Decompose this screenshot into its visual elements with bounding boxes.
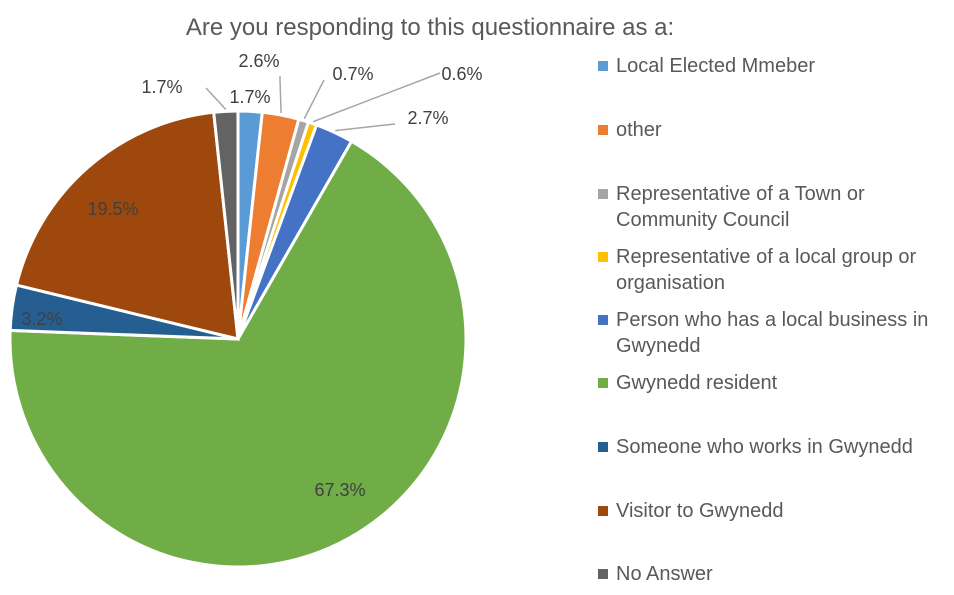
slice-label-6: 67.3% (314, 480, 365, 500)
slice-label-4: 0.6% (441, 64, 482, 84)
slice-label-5: 2.7% (407, 108, 448, 128)
leader-line-4 (312, 72, 441, 123)
legend-item: Representative of a Town or Community Co… (598, 181, 952, 233)
legend-swatch (598, 569, 608, 579)
legend-swatch (598, 315, 608, 325)
legend-item: Visitor to Gwynedd (598, 498, 952, 524)
legend-swatch (598, 442, 608, 452)
legend-item: Representative of a local group or organ… (598, 244, 952, 296)
leader-line-3 (303, 79, 325, 120)
slice-label-1: 1.7% (229, 87, 270, 107)
pie-slice-6 (8, 139, 468, 569)
pie-chart: 1.7% 2.6% 0.7% 0.6% 2.7% 67.3% 3.2% 19.5% 1.7% (8, 51, 483, 569)
legend-swatch (598, 378, 608, 388)
legend-label: Gwynedd resident (616, 372, 778, 394)
slice-label-8: 19.5% (87, 199, 138, 219)
legend-item: Person who has a local business in Gwyne… (598, 307, 952, 359)
slice-label-3: 0.7% (332, 64, 373, 84)
legend-label: Representative of a local group or organ… (616, 246, 917, 294)
leader-line-5 (335, 123, 396, 132)
leader-line-9 (205, 87, 227, 110)
legend-swatch (598, 189, 608, 199)
pie-slice-8 (14, 110, 240, 341)
slice-label-9: 1.7% (141, 77, 182, 97)
legend-swatch (598, 125, 608, 135)
slice-label-7: 3.2% (21, 309, 62, 329)
leader-line-2 (279, 76, 282, 114)
slice-label-2: 2.6% (238, 51, 279, 71)
legend-item: Local Elected Mmeber (598, 53, 952, 79)
legend-swatch (598, 252, 608, 262)
legend-swatch (598, 506, 608, 516)
legend-item: Gwynedd resident (598, 370, 952, 396)
pie-slice-9 (212, 109, 240, 340)
legend-item: Someone who works in Gwynedd (598, 434, 952, 460)
legend-swatch (598, 61, 608, 71)
chart-title: Are you responding to this questionnaire… (185, 14, 675, 41)
legend-label: No Answer (616, 563, 713, 585)
legend-item: No Answer (598, 561, 952, 587)
legend-label: Person who has a local business in Gwyne… (616, 309, 929, 357)
legend-label: Visitor to Gwynedd (616, 500, 784, 522)
legend-label: Someone who works in Gwynedd (616, 436, 913, 458)
legend-label: other (616, 119, 662, 141)
legend-label: Local Elected Mmeber (616, 55, 815, 77)
legend-label: Representative of a Town or Community Co… (616, 183, 865, 231)
legend-item: other (598, 117, 952, 143)
